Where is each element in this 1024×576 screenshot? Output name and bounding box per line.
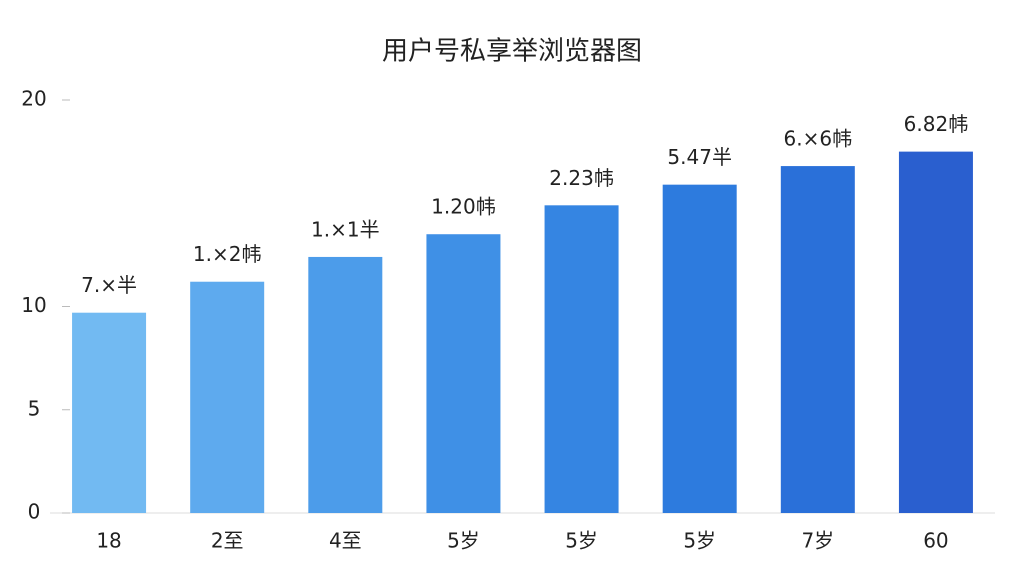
bar-annotation: 6.82帏: [904, 112, 969, 136]
x-tick-label: 4至: [329, 529, 362, 553]
bar: [780, 166, 855, 513]
bar-annotation: 2.23帏: [549, 166, 614, 190]
bar: [426, 234, 501, 513]
y-tick-label: 20: [21, 87, 46, 111]
bar-annotation: 7.×半: [81, 273, 137, 297]
x-tick-label: 2至: [211, 529, 244, 553]
bar: [72, 312, 147, 513]
bar-annotation: 1.×2帏: [193, 242, 262, 266]
bar: [662, 184, 737, 514]
bar: [308, 256, 383, 513]
bar: [544, 205, 619, 513]
bar-annotation: 6.×6帏: [784, 127, 853, 151]
x-tick-label: 5岁: [683, 529, 716, 553]
y-tick-label: 0: [28, 500, 41, 524]
y-tick-label: 5: [28, 396, 41, 420]
chart-title: 用户号私享举浏览器图: [382, 37, 642, 67]
bar: [898, 151, 973, 513]
bar-annotation: 1.×1半: [311, 217, 380, 241]
x-tick-label: 60: [923, 529, 948, 553]
x-tick-label: 5岁: [447, 529, 480, 553]
bar-annotation: 1.20帏: [431, 195, 496, 219]
x-tick-label: 18: [96, 529, 121, 553]
bar-annotation: 5.47半: [667, 145, 732, 169]
x-tick-label: 5岁: [565, 529, 598, 553]
y-tick-label: 10: [21, 293, 46, 317]
x-tick-label: 7岁: [801, 529, 834, 553]
bar: [190, 281, 265, 513]
